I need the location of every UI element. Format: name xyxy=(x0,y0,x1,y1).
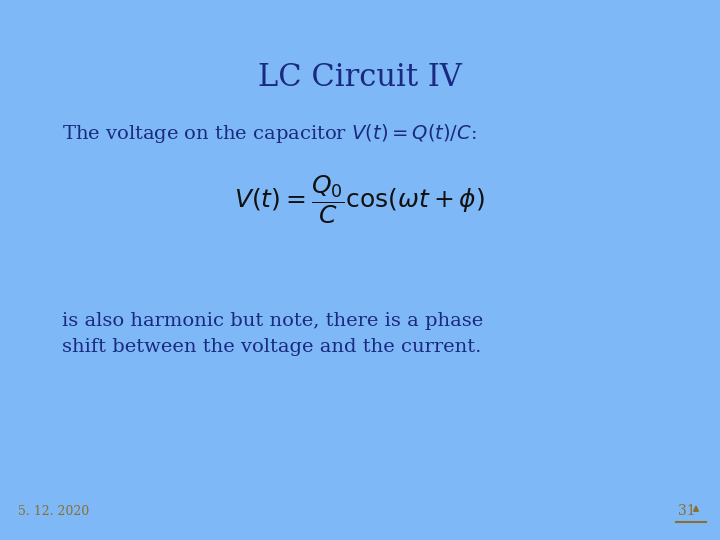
Text: The voltage on the capacitor $V(t) = Q(t)/C$:: The voltage on the capacitor $V(t) = Q(t… xyxy=(62,122,477,145)
Text: $V(t) = \dfrac{Q_0}{C}\cos(\omega t + \phi)$: $V(t) = \dfrac{Q_0}{C}\cos(\omega t + \p… xyxy=(235,174,485,226)
Text: LC Circuit IV: LC Circuit IV xyxy=(258,62,462,93)
Text: 31: 31 xyxy=(678,504,696,518)
Text: is also harmonic but note, there is a phase
shift between the voltage and the cu: is also harmonic but note, there is a ph… xyxy=(62,312,483,356)
Text: 5. 12. 2020: 5. 12. 2020 xyxy=(18,505,89,518)
